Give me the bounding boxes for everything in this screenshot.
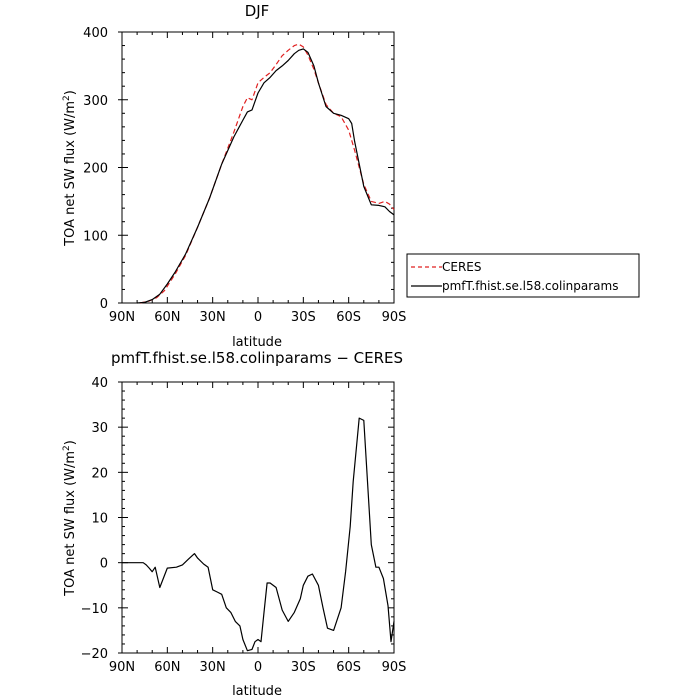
top-panel-y-label-end: ) [63, 90, 78, 95]
legend-label-model: pmfT.fhist.se.l58.colinparams [442, 279, 618, 293]
bottom-panel-y-label-end: ) [63, 440, 78, 445]
top-panel-y-label-sup: 2 [62, 95, 72, 101]
bottom-panel-x-tick-label: 90N [109, 660, 135, 675]
bottom-panel-y-tick-label: 10 [91, 512, 108, 527]
bottom-panel-y-tick-label: 40 [91, 376, 108, 391]
bottom-panel: pmfT.fhist.se.l58.colinparams − CERES 90… [62, 349, 406, 699]
top-panel-lines [137, 43, 395, 304]
top-panel-series-line-0 [139, 43, 395, 304]
bottom-panel-x-tick-label: 0 [254, 660, 262, 675]
top-panel-title: DJF [245, 2, 270, 20]
top-panel-x-tick-label: 60N [154, 310, 180, 325]
bottom-panel-y-tick-label: 30 [91, 421, 108, 436]
legend: CERES pmfT.fhist.se.l58.colinparams [406, 253, 640, 298]
top-panel-y-tick-label: 300 [83, 94, 108, 109]
legend-label-ceres: CERES [442, 260, 482, 274]
bottom-panel-x-tick-label: 60S [336, 660, 361, 675]
top-panel: DJF 90N 60N 30N 0 30S 60S 90S 0 100 200 300 400 lat… [62, 2, 640, 350]
bottom-panel-y-label-sup: 2 [62, 445, 72, 451]
bottom-panel-lines [122, 417, 395, 652]
top-panel-y-tick-label: 0 [100, 297, 108, 312]
bottom-panel-y-tick-label: 0 [100, 557, 108, 572]
bottom-panel-y-tick-label: 20 [91, 466, 108, 481]
bottom-panel-title: pmfT.fhist.se.l58.colinparams − CERES [111, 349, 403, 367]
bottom-panel-x-tick-label: 30S [291, 660, 316, 675]
top-panel-ticks: 90N 60N 30N 0 30S 60S 90S 0 100 200 300 400 [83, 26, 406, 325]
top-panel-x-tick-label: 90N [109, 310, 135, 325]
bottom-panel-x-tick-label: 60N [154, 660, 180, 675]
bottom-panel-y-tick-label: −20 [81, 647, 108, 662]
top-panel-x-tick-label: 30N [200, 310, 226, 325]
top-panel-y-label-main: TOA net SW flux (W/m [63, 101, 78, 247]
top-panel-series-line-1 [137, 48, 395, 304]
bottom-panel-y-axis-label: TOA net SW flux (W/m2) [62, 440, 78, 597]
legend-box [406, 253, 640, 298]
top-panel-x-axis-label: latitude [232, 335, 282, 350]
bottom-panel-series-line-0 [122, 417, 395, 652]
bottom-panel-x-axis-label: latitude [232, 684, 282, 699]
bottom-panel-y-label-main: TOA net SW flux (W/m [63, 451, 78, 597]
top-panel-x-tick-label: 60S [336, 310, 361, 325]
top-panel-y-axis-label: TOA net SW flux (W/m2) [62, 90, 78, 247]
top-panel-y-tick-label: 400 [83, 26, 108, 41]
top-panel-frame [121, 31, 395, 304]
top-panel-y-tick-label: 200 [83, 162, 108, 177]
top-panel-x-tick-label: 30S [291, 310, 316, 325]
bottom-panel-ticks: 90N 60N 30N 0 30S 60S 90S −20 −10 0 10 20 30 40 [81, 376, 407, 675]
bottom-panel-x-tick-label: 30N [200, 660, 226, 675]
bottom-panel-frame [121, 381, 395, 654]
bottom-panel-y-tick-label: −10 [81, 602, 108, 617]
top-panel-x-tick-label: 0 [254, 310, 262, 325]
top-panel-x-tick-label: 90S [382, 310, 407, 325]
top-panel-y-tick-label: 100 [83, 229, 108, 244]
bottom-panel-x-tick-label: 90S [382, 660, 407, 675]
